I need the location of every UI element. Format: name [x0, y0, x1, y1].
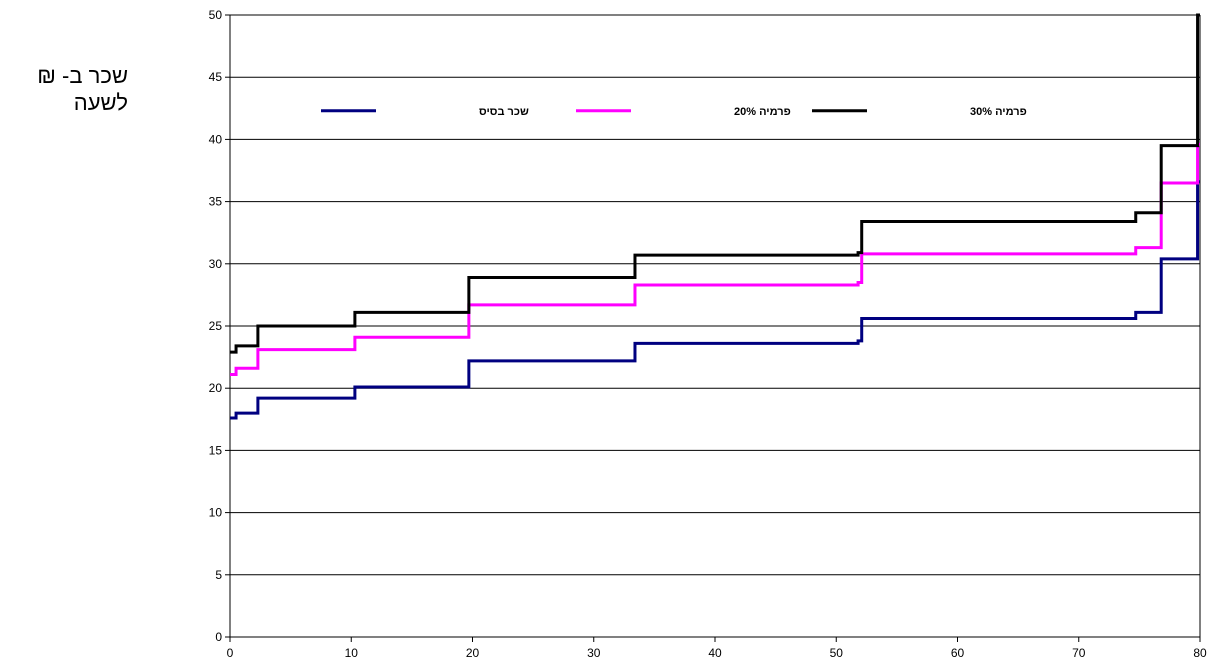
x-tick-label: 70	[1072, 646, 1086, 660]
y-axis-label: שכר ב- ₪ לשעה	[20, 62, 128, 116]
y-tick-label: 30	[209, 257, 223, 271]
y-tick-label: 40	[209, 132, 223, 146]
x-tick-labels: 0 10 20 30 40 50 60 70 80	[227, 637, 1207, 660]
x-tick-label: 20	[466, 646, 480, 660]
series-line-1	[230, 180, 1200, 420]
y-tick-label: 5	[215, 568, 222, 582]
series-lines	[230, 13, 1200, 420]
x-tick-label: 30	[587, 646, 601, 660]
y-tick-label: 10	[209, 506, 223, 520]
y-axis-label-line-2: לשעה	[73, 90, 128, 115]
x-tick-label: 10	[345, 646, 359, 660]
legend: שכר בסיס פרמיה 20% פרמיה 30%	[321, 106, 1027, 118]
legend-label-1: שכר בסיס	[479, 106, 529, 118]
legend-label-2: פרמיה 20%	[734, 106, 791, 118]
x-tick-label: 60	[951, 646, 965, 660]
series-line-2	[230, 142, 1200, 377]
x-tick-label: 50	[830, 646, 844, 660]
x-tick-label: 80	[1193, 646, 1207, 660]
y-axis-label-line-1: שכר ב- ₪	[37, 63, 128, 88]
y-tick-label: 15	[209, 443, 223, 457]
grid-lines	[230, 14, 1200, 638]
y-tick-label: 25	[209, 319, 223, 333]
x-tick-label: 0	[227, 646, 234, 660]
y-tick-label: 20	[209, 381, 223, 395]
x-tick-label: 40	[708, 646, 722, 660]
y-tick-labels: 0 5 10 15 20 25 30 35 40 45 50	[209, 8, 230, 644]
y-tick-label: 45	[209, 70, 223, 84]
legend-label-3: פרמיה 30%	[970, 106, 1027, 118]
y-tick-label: 0	[215, 630, 222, 644]
y-tick-label: 35	[209, 195, 223, 209]
y-tick-label: 50	[209, 8, 223, 22]
series-line-3	[230, 13, 1200, 354]
